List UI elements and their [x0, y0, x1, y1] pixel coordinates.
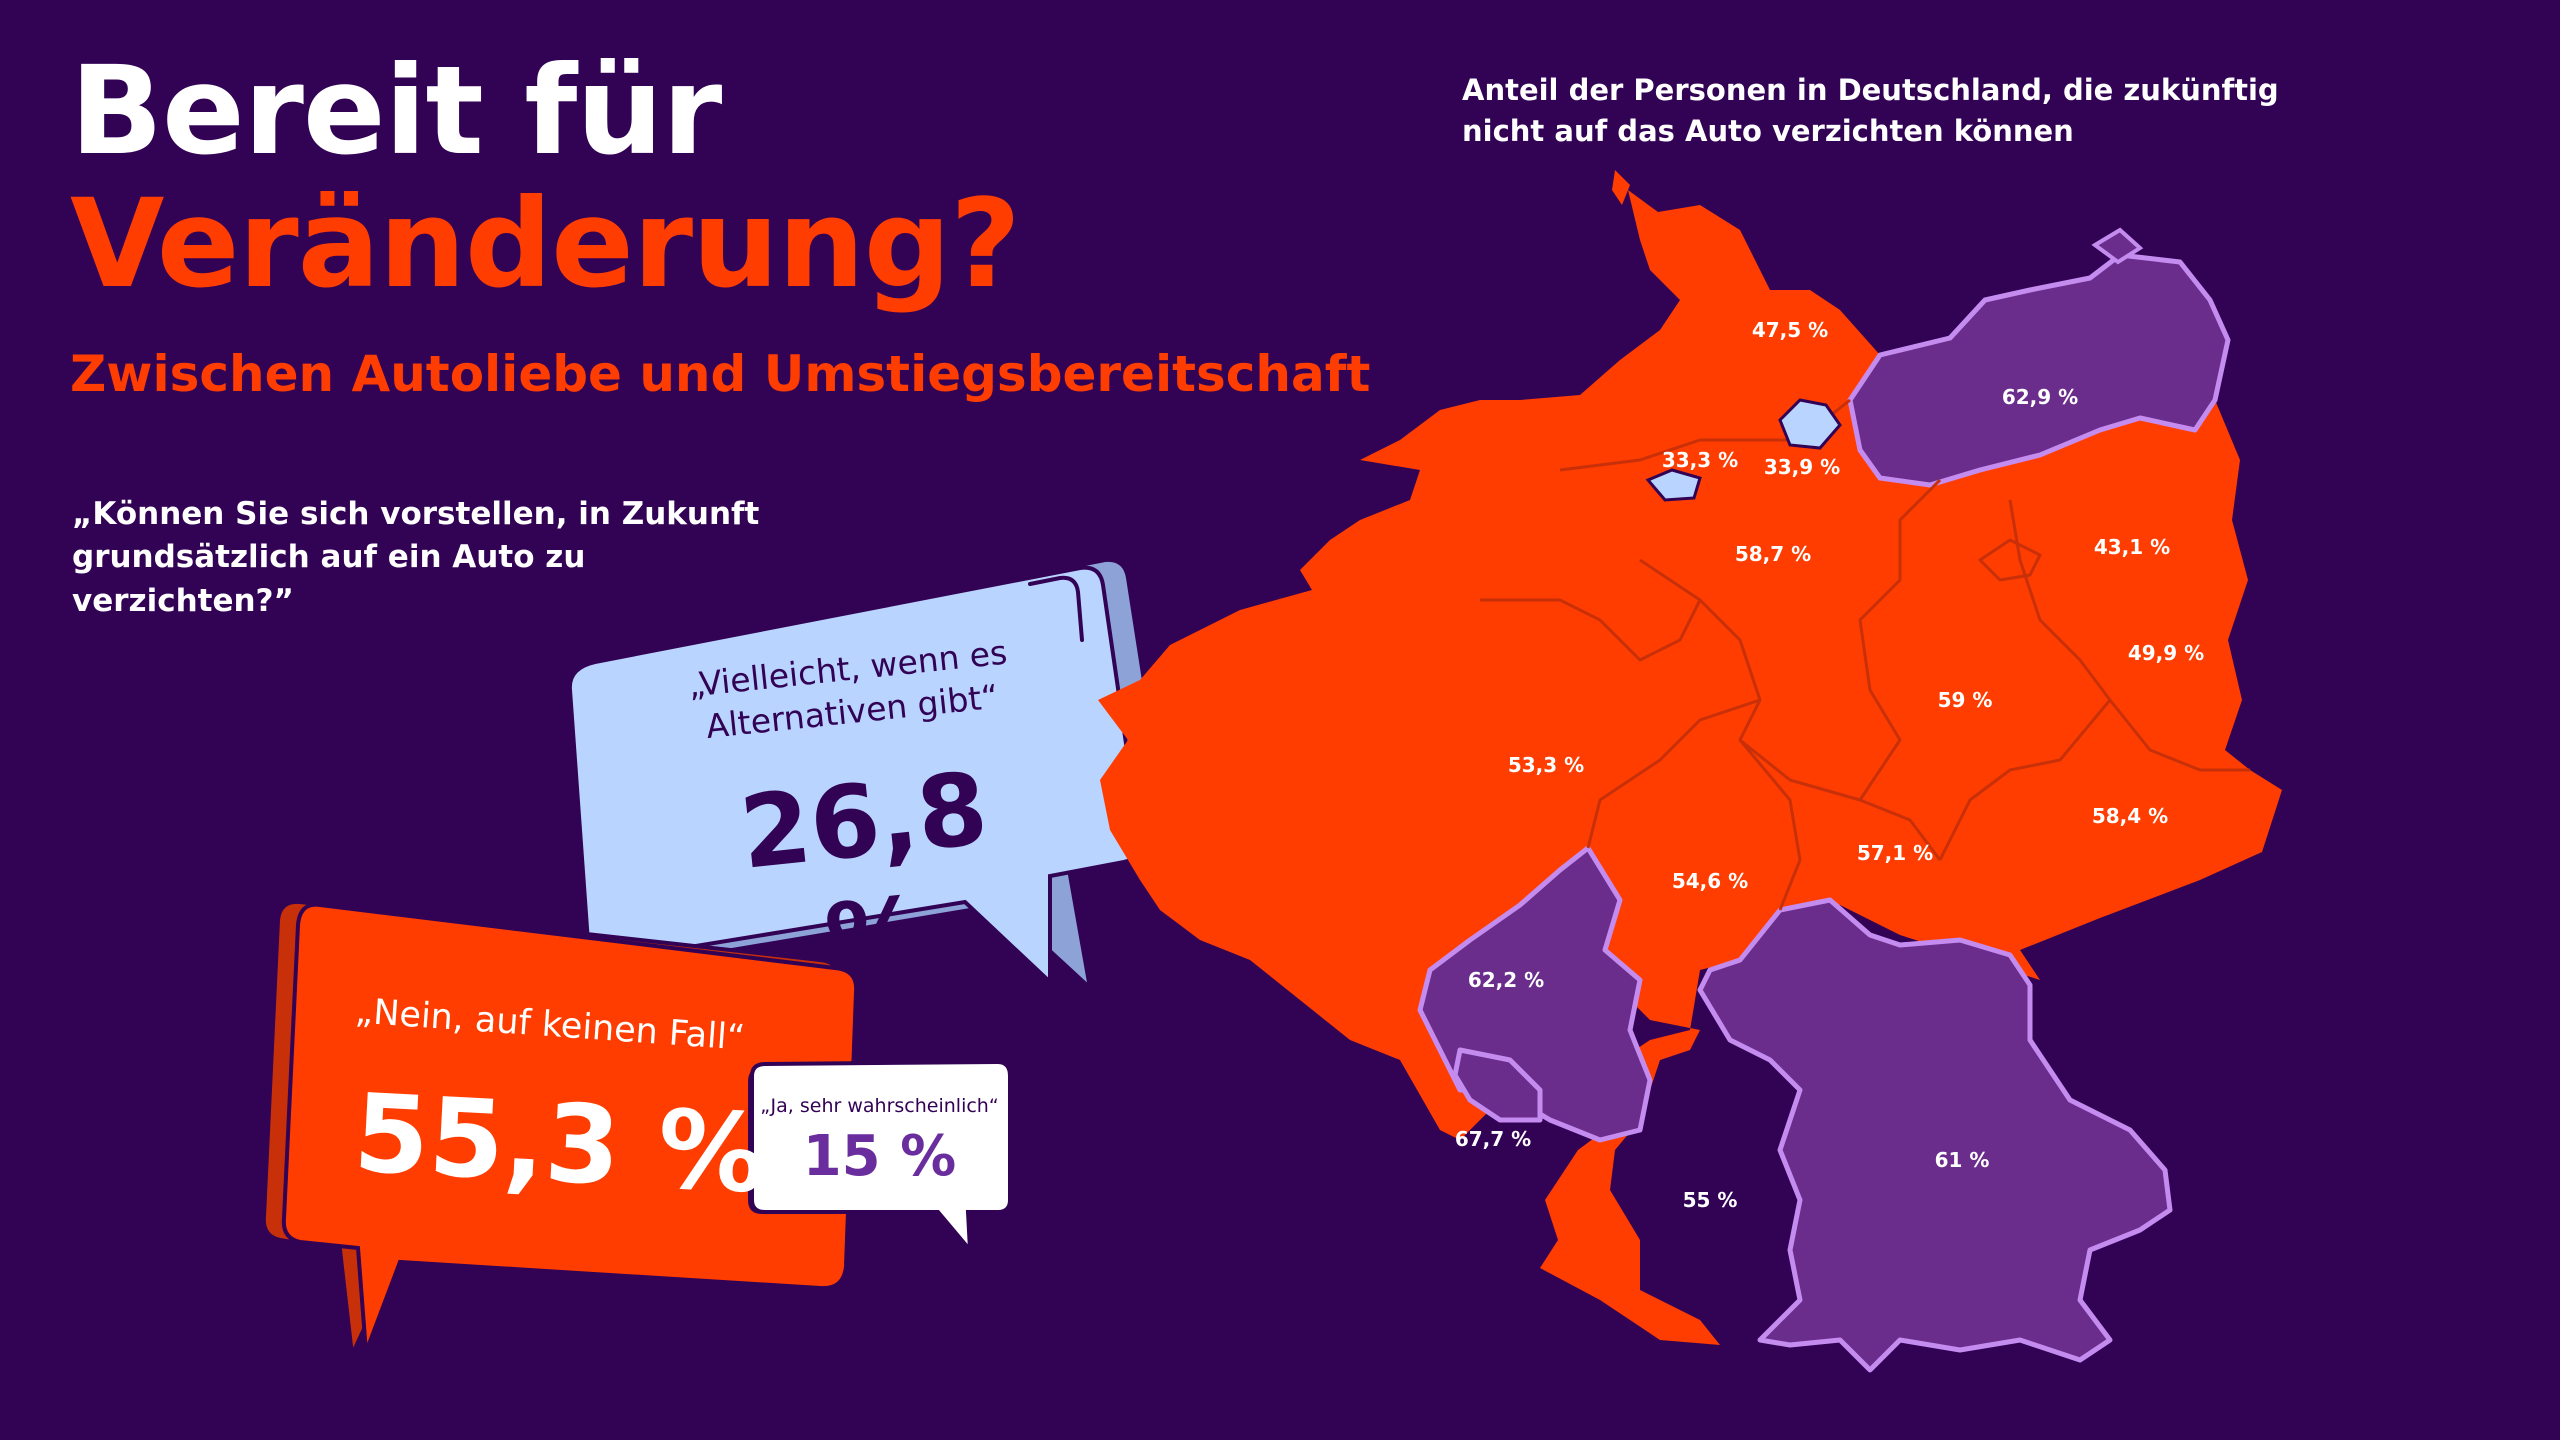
title-line-2: Veränderung?: [70, 173, 1021, 315]
bubble-maybe-accent: [1028, 575, 1084, 642]
map-label-bremen: 33,3 %: [1661, 448, 1739, 472]
map-label-mecklenburg-vorpommern: 62,9 %: [2001, 385, 2079, 409]
region-saarland: [1452, 1047, 1543, 1123]
state-borders: [1480, 398, 2250, 911]
answer-yes-value: 15 %: [802, 1124, 957, 1189]
survey-question: „Können Sie sich vorstellen, in Zukunft …: [72, 496, 760, 619]
map-label-thueringen: 57,1 %: [1856, 841, 1934, 865]
map-label-schleswig-holstein: 47,5 %: [1751, 318, 1829, 342]
map-label-hamburg: 33,9 %: [1763, 455, 1841, 479]
title-line-1: Bereit für: [70, 40, 722, 182]
map-label-baden-wuerttemberg: 55 %: [1682, 1188, 1738, 1212]
island-ruegen: [2091, 227, 2144, 265]
region-bremen: [1645, 468, 1702, 502]
subtitle: Zwischen Autoliebe und Umstiegsbereitsch…: [70, 345, 1371, 403]
map-label-sachsen-anhalt: 59 %: [1937, 688, 1993, 712]
region-bayern: [1697, 897, 2173, 1373]
map-label-saarland: 67,7 %: [1454, 1127, 1532, 1151]
bubble-maybe: [567, 565, 1143, 987]
island-north: [1612, 170, 1630, 205]
answer-yes-label: „Ja, sehr wahrscheinlich“: [760, 1095, 999, 1117]
bubble-no: [281, 902, 859, 1353]
map-label-hessen: 54,6 %: [1671, 869, 1749, 893]
map-label-nordrhein-westfalen: 53,3 %: [1507, 753, 1585, 777]
map-label-sachsen: 58,4 %: [2091, 804, 2169, 828]
bubble-yes: [750, 1059, 1012, 1256]
map-label-bayern: 61 %: [1934, 1148, 1990, 1172]
map-label-brandenburg: 49,9 %: [2127, 641, 2205, 665]
map-caption: Anteil der Personen in Deutschland, die …: [1462, 73, 2279, 148]
map-label-niedersachsen: 58,7 %: [1734, 542, 1812, 566]
germany-outline: [1098, 190, 2282, 1345]
map-label-rheinland-pfalz: 62,2 %: [1467, 968, 1545, 992]
map-label-berlin: 43,1 %: [2093, 535, 2171, 559]
region-hamburg: [1778, 398, 1842, 450]
